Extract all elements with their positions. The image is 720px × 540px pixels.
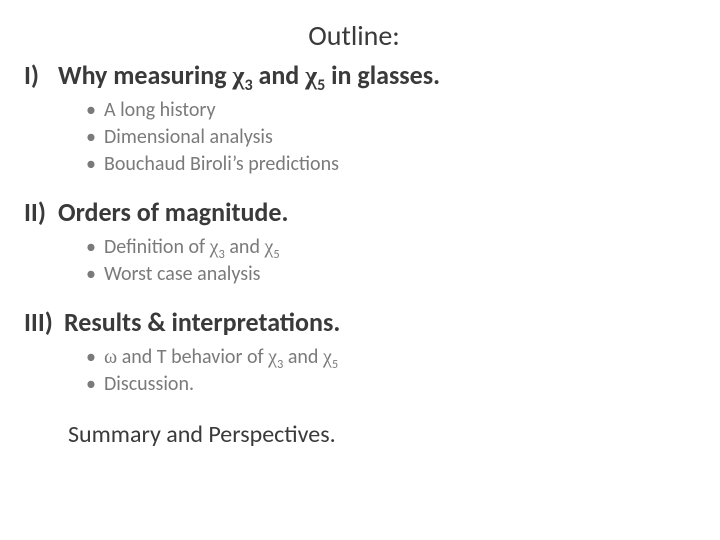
- section-1-bullets: A long history Dimensional analysis Bouc…: [86, 97, 684, 178]
- bullet-text: Worst case analysis: [104, 262, 260, 286]
- section-3-numeral: III): [24, 306, 64, 338]
- chi-symbol: χ: [210, 236, 219, 258]
- section-1: I)Why measuring χ3 and χ5 in glasses. A …: [24, 59, 684, 178]
- bullet-and: and: [225, 235, 265, 259]
- bullet-and: and: [283, 345, 323, 369]
- bullet-text-mid: and T behavior of: [117, 345, 268, 369]
- list-item: Definition of χ3 and χ5: [86, 234, 684, 261]
- chi-sub: 5: [332, 357, 338, 372]
- bullet-text: Dimensional analysis: [104, 125, 273, 149]
- bullet-text: Bouchaud Biroli’s predictions: [104, 152, 339, 176]
- chi-symbol: χ: [305, 61, 317, 90]
- section-1-and: and: [253, 59, 306, 91]
- list-item: Worst case analysis: [86, 261, 684, 288]
- list-item: Discussion.: [86, 371, 684, 398]
- list-item: A long history: [86, 97, 684, 124]
- bullet-text: Discussion.: [104, 372, 194, 396]
- chi-symbol: χ: [268, 346, 277, 368]
- bullet-text-pre: Definition of: [104, 235, 210, 259]
- section-1-heading: I)Why measuring χ3 and χ5 in glasses.: [24, 59, 684, 91]
- list-item: Bouchaud Biroli’s predictions: [86, 151, 684, 178]
- bullet-text: A long history: [104, 98, 216, 122]
- slide-title: Outline:: [24, 18, 684, 53]
- section-3-heading: III)Results & interpretations.: [24, 306, 684, 338]
- omega-symbol: ω: [104, 346, 117, 368]
- section-2-text: Orders of magnitude.: [58, 196, 288, 228]
- section-2: II)Orders of magnitude. Definition of χ3…: [24, 196, 684, 288]
- list-item: ω and T behavior of χ3 and χ5: [86, 344, 684, 371]
- section-3-bullets: ω and T behavior of χ3 and χ5 Discussion…: [86, 344, 684, 398]
- section-2-heading: II)Orders of magnitude.: [24, 196, 684, 228]
- section-3-text: Results & interpretations.: [64, 306, 340, 338]
- chi-sub: 5: [273, 247, 279, 262]
- section-3: III)Results & interpretations. ω and T b…: [24, 306, 684, 398]
- section-1-text-post: in glasses.: [325, 59, 440, 91]
- chi-symbol: χ: [232, 61, 244, 90]
- section-2-numeral: II): [24, 196, 58, 228]
- slide: Outline: I)Why measuring χ3 and χ5 in gl…: [0, 0, 720, 540]
- chi-symbol: χ: [323, 346, 332, 368]
- section-1-text-pre: Why measuring: [58, 59, 232, 91]
- list-item: Dimensional analysis: [86, 124, 684, 151]
- chi-sub: 3: [244, 76, 252, 95]
- section-2-bullets: Definition of χ3 and χ5 Worst case analy…: [86, 234, 684, 288]
- section-1-numeral: I): [24, 59, 58, 91]
- summary-line: Summary and Perspectives.: [68, 420, 684, 449]
